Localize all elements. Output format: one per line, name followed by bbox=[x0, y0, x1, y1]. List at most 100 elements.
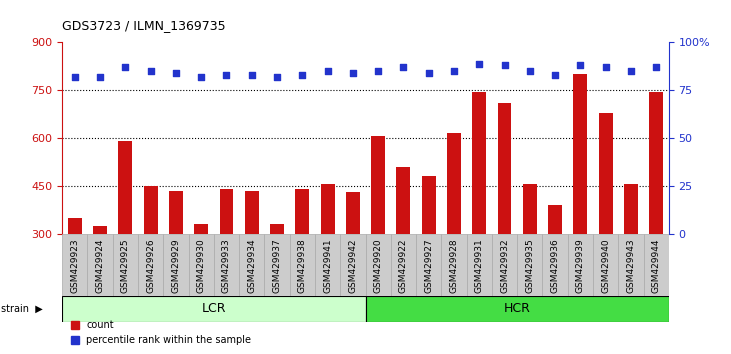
Bar bbox=[219, 189, 233, 234]
Text: HCR: HCR bbox=[504, 302, 531, 315]
Point bbox=[119, 64, 131, 70]
Bar bbox=[93, 226, 107, 234]
FancyBboxPatch shape bbox=[618, 234, 643, 296]
FancyBboxPatch shape bbox=[492, 234, 518, 296]
Text: GSM429923: GSM429923 bbox=[70, 239, 79, 293]
Bar bbox=[498, 103, 512, 234]
Point bbox=[651, 64, 662, 70]
FancyBboxPatch shape bbox=[62, 234, 88, 296]
FancyBboxPatch shape bbox=[265, 234, 289, 296]
Point bbox=[69, 74, 80, 80]
Point bbox=[145, 68, 156, 74]
FancyBboxPatch shape bbox=[391, 234, 416, 296]
Text: GDS3723 / ILMN_1369735: GDS3723 / ILMN_1369735 bbox=[62, 19, 226, 32]
FancyBboxPatch shape bbox=[366, 234, 391, 296]
FancyBboxPatch shape bbox=[138, 234, 163, 296]
Text: GSM429932: GSM429932 bbox=[500, 239, 509, 293]
Point bbox=[271, 74, 283, 80]
FancyBboxPatch shape bbox=[113, 234, 138, 296]
Text: GSM429943: GSM429943 bbox=[626, 239, 635, 293]
Text: GSM429944: GSM429944 bbox=[652, 239, 661, 293]
FancyBboxPatch shape bbox=[518, 234, 542, 296]
Point bbox=[322, 68, 333, 74]
Text: GSM429926: GSM429926 bbox=[146, 239, 155, 293]
Text: GSM429928: GSM429928 bbox=[450, 239, 458, 293]
Text: GSM429939: GSM429939 bbox=[576, 239, 585, 293]
Bar bbox=[144, 187, 158, 234]
Bar bbox=[523, 184, 537, 234]
Point bbox=[246, 72, 257, 78]
FancyBboxPatch shape bbox=[542, 234, 568, 296]
Bar bbox=[295, 189, 309, 234]
Point bbox=[221, 72, 232, 78]
Point bbox=[448, 68, 460, 74]
Point bbox=[398, 64, 409, 70]
FancyBboxPatch shape bbox=[315, 234, 340, 296]
FancyBboxPatch shape bbox=[593, 234, 618, 296]
Text: GSM429925: GSM429925 bbox=[121, 239, 130, 293]
Bar bbox=[68, 218, 82, 234]
Bar bbox=[270, 224, 284, 234]
Point bbox=[372, 68, 384, 74]
FancyBboxPatch shape bbox=[289, 234, 315, 296]
Point bbox=[297, 72, 308, 78]
Legend: count, percentile rank within the sample: count, percentile rank within the sample bbox=[67, 316, 255, 349]
Text: GSM429935: GSM429935 bbox=[526, 239, 534, 293]
Text: GSM429934: GSM429934 bbox=[247, 239, 257, 293]
Bar bbox=[396, 167, 410, 234]
Text: strain  ▶: strain ▶ bbox=[1, 304, 42, 314]
Bar bbox=[346, 192, 360, 234]
Bar bbox=[245, 190, 259, 234]
Bar bbox=[169, 190, 183, 234]
Bar bbox=[194, 224, 208, 234]
Bar bbox=[371, 136, 385, 234]
FancyBboxPatch shape bbox=[568, 234, 593, 296]
Text: GSM429942: GSM429942 bbox=[349, 239, 357, 293]
FancyBboxPatch shape bbox=[466, 234, 492, 296]
Text: GSM429931: GSM429931 bbox=[474, 239, 484, 293]
FancyBboxPatch shape bbox=[213, 234, 239, 296]
FancyBboxPatch shape bbox=[88, 234, 113, 296]
FancyBboxPatch shape bbox=[366, 296, 669, 322]
Text: GSM429933: GSM429933 bbox=[222, 239, 231, 293]
Point bbox=[195, 74, 207, 80]
Bar bbox=[447, 133, 461, 234]
Text: GSM429941: GSM429941 bbox=[323, 239, 332, 293]
Bar bbox=[321, 184, 335, 234]
Text: GSM429930: GSM429930 bbox=[197, 239, 205, 293]
FancyBboxPatch shape bbox=[62, 296, 366, 322]
FancyBboxPatch shape bbox=[416, 234, 442, 296]
Point bbox=[600, 64, 612, 70]
FancyBboxPatch shape bbox=[442, 234, 466, 296]
Point bbox=[347, 70, 359, 76]
Point bbox=[549, 72, 561, 78]
Text: GSM429929: GSM429929 bbox=[171, 239, 181, 293]
FancyBboxPatch shape bbox=[239, 234, 265, 296]
Text: GSM429938: GSM429938 bbox=[298, 239, 307, 293]
Bar bbox=[472, 92, 486, 234]
Text: LCR: LCR bbox=[202, 302, 226, 315]
Bar bbox=[548, 205, 562, 234]
Text: GSM429924: GSM429924 bbox=[96, 239, 105, 293]
Text: GSM429927: GSM429927 bbox=[424, 239, 433, 293]
Bar bbox=[118, 141, 132, 234]
Point bbox=[499, 63, 510, 68]
Text: GSM429940: GSM429940 bbox=[601, 239, 610, 293]
Point bbox=[94, 74, 106, 80]
Bar bbox=[422, 176, 436, 234]
Bar bbox=[624, 184, 638, 234]
Point bbox=[524, 68, 536, 74]
Bar bbox=[649, 92, 663, 234]
Text: GSM429920: GSM429920 bbox=[374, 239, 382, 293]
Point bbox=[170, 70, 182, 76]
Bar bbox=[573, 74, 587, 234]
Point bbox=[575, 63, 586, 68]
FancyBboxPatch shape bbox=[340, 234, 366, 296]
Bar bbox=[599, 113, 613, 234]
Text: GSM429937: GSM429937 bbox=[273, 239, 281, 293]
Text: GSM429936: GSM429936 bbox=[550, 239, 560, 293]
FancyBboxPatch shape bbox=[163, 234, 189, 296]
FancyBboxPatch shape bbox=[189, 234, 213, 296]
Point bbox=[474, 61, 485, 66]
FancyBboxPatch shape bbox=[643, 234, 669, 296]
